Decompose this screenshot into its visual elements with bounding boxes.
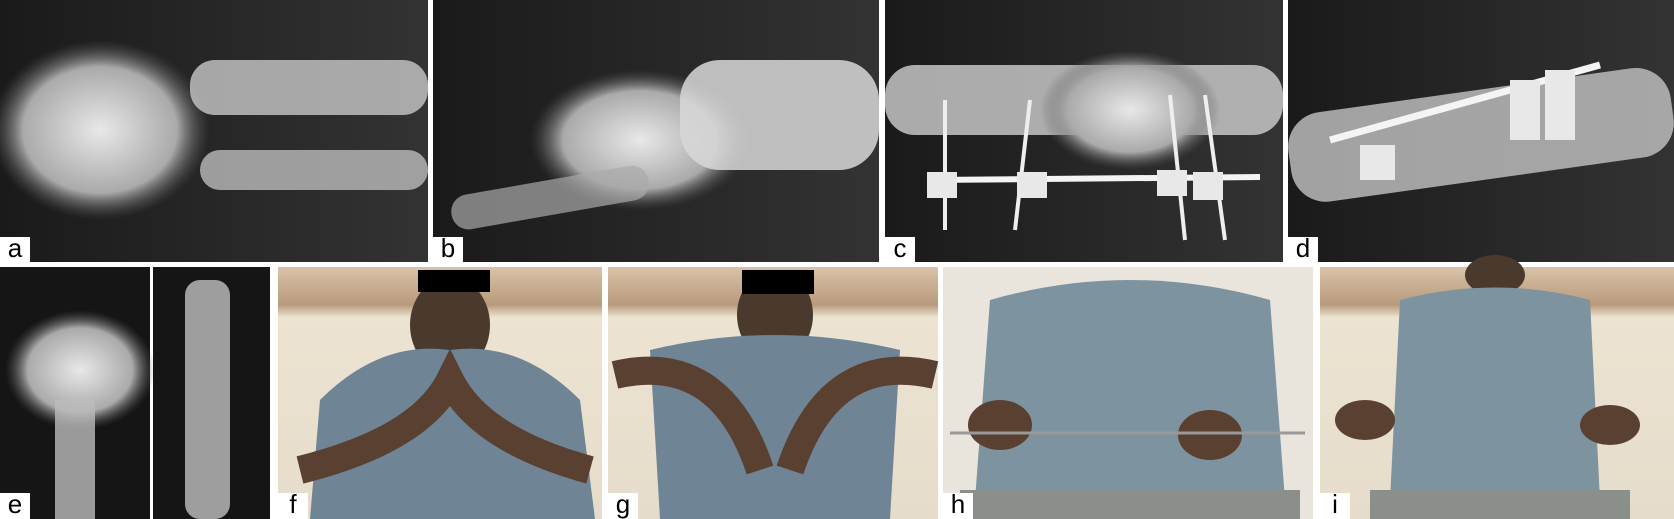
panel-f: f xyxy=(278,267,602,519)
panel-label: d xyxy=(1296,233,1310,263)
panel-g: g xyxy=(608,267,939,519)
panel-c: c xyxy=(885,0,1283,263)
panel-label: i xyxy=(1332,489,1338,519)
panel-label: c xyxy=(894,233,907,263)
panel-d: d xyxy=(1288,0,1674,263)
panel-h: h xyxy=(943,267,1313,519)
panel-label: a xyxy=(8,233,23,263)
panel-label: e xyxy=(8,489,22,519)
panel-label: h xyxy=(951,489,965,519)
panel-i: i xyxy=(1320,255,1674,519)
panel-e: e xyxy=(0,267,270,519)
panel-label: f xyxy=(289,489,297,519)
panel-a: a xyxy=(0,0,428,263)
panel-b: b xyxy=(433,0,879,263)
panel-label: b xyxy=(441,233,455,263)
panel-label: g xyxy=(616,489,630,519)
